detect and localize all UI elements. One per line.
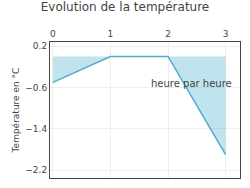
svg-text:1: 1 [108, 29, 114, 39]
svg-text:2: 2 [165, 29, 171, 39]
svg-text:heure par heure: heure par heure [151, 78, 232, 89]
svg-text:−1.4: −1.4 [25, 124, 47, 134]
svg-text:Température en °C: Température en °C [11, 68, 21, 154]
svg-text:Evolution de la température: Evolution de la température [41, 0, 210, 14]
svg-text:−2.2: −2.2 [25, 165, 47, 175]
svg-text:−0.6: −0.6 [25, 83, 47, 93]
svg-text:3: 3 [223, 29, 229, 39]
svg-text:0.2: 0.2 [33, 41, 47, 51]
svg-text:0: 0 [50, 29, 56, 39]
